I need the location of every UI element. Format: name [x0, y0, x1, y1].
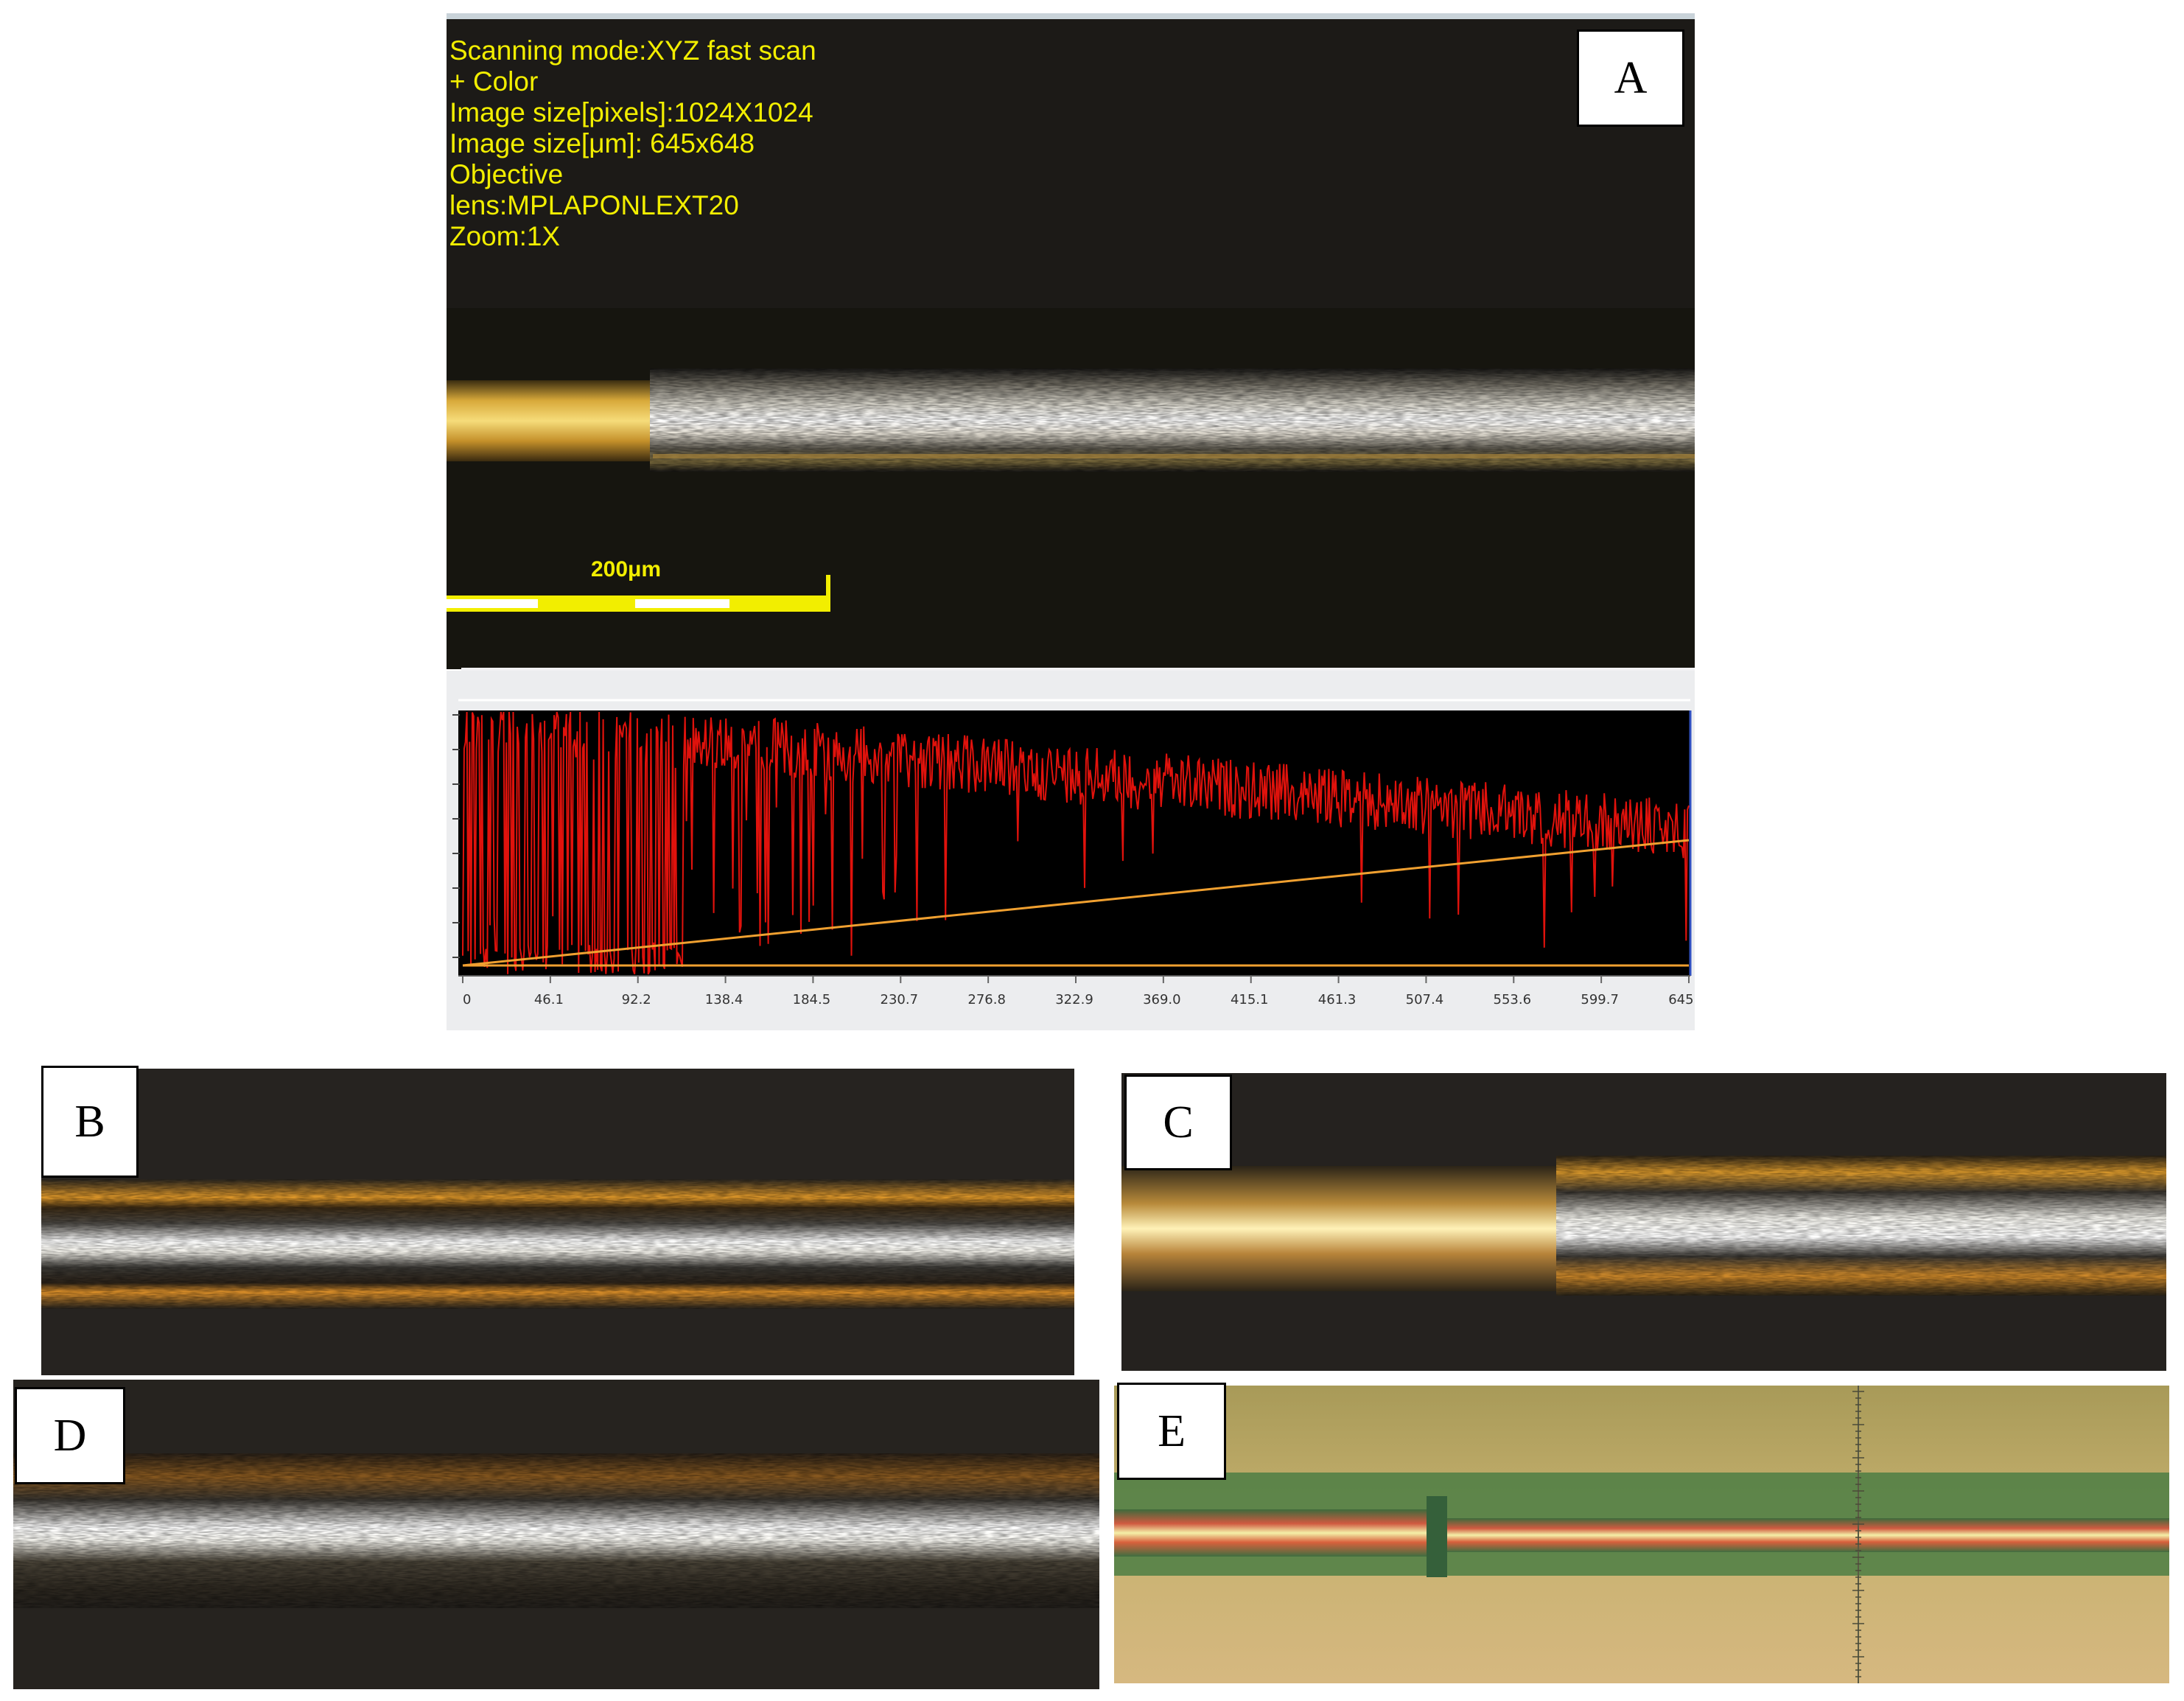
panel-a-image: Scanning mode:XYZ fast scan + Color Imag… — [447, 13, 1695, 669]
panel-b-image — [41, 1069, 1074, 1375]
x-tick-label: 507.4 — [1406, 992, 1444, 1007]
panel-c-label: C — [1124, 1075, 1232, 1170]
panel-d-label: D — [15, 1387, 125, 1484]
meta-line: Image size[μm]: 645x648 — [449, 128, 755, 158]
profile-plot-svg: 0 46.1 92.2 138.4 184.5 230.7 276.8 322.9 369.0 4… — [452, 699, 1695, 1007]
x-tick-label: 322.9 — [1055, 992, 1093, 1007]
panel-c-image — [1121, 1073, 2166, 1371]
meta-line: + Color — [449, 66, 539, 97]
y-ticks — [452, 714, 460, 958]
panel-e-label: E — [1117, 1383, 1226, 1480]
panel-e-image — [1114, 1386, 2169, 1683]
x-tick-label: 46.1 — [534, 992, 564, 1007]
panel-a-label: A — [1577, 29, 1684, 127]
meta-line: Scanning mode:XYZ fast scan — [449, 35, 816, 66]
x-tick-label: 138.4 — [705, 992, 743, 1007]
panel-d-wire-picture — [13, 1380, 1099, 1689]
panel-d-image — [13, 1380, 1099, 1689]
x-tick-label: 0 — [463, 992, 471, 1007]
profile-line — [462, 711, 1690, 975]
panel-c-wire-picture — [1121, 1073, 2166, 1371]
scale-bar-label: 200μm — [591, 557, 662, 581]
height-profile-plot: 0 46.1 92.2 138.4 184.5 230.7 276.8 322.9 369.0 4… — [447, 671, 1695, 1030]
window-top-strip — [447, 13, 1695, 19]
x-tick-label: 461.3 — [1318, 992, 1357, 1007]
x-tick-label: 553.6 — [1494, 992, 1532, 1007]
panel-b-wire-picture — [41, 1069, 1074, 1375]
panel-e-wire-picture — [1114, 1386, 2169, 1683]
x-tick-label: 276.8 — [967, 992, 1006, 1007]
x-ticks: 0 46.1 92.2 138.4 184.5 230.7 276.8 322.9 369.0 4… — [462, 976, 1695, 1007]
x-tick-label: 92.2 — [622, 992, 651, 1007]
reference-diagonal — [462, 839, 1690, 967]
meta-line: Image size[pixels]:1024X1024 — [449, 97, 813, 128]
x-tick-label: 184.5 — [793, 992, 831, 1007]
x-tick-label: 230.7 — [881, 992, 919, 1007]
x-tick-label: 645.8 — [1668, 992, 1695, 1007]
x-tick-label: 415.1 — [1231, 992, 1269, 1007]
meta-line: Zoom:1X — [449, 221, 561, 251]
meta-line: Objective — [449, 159, 564, 189]
x-tick-label: 599.7 — [1581, 992, 1619, 1007]
panel-b-label: B — [41, 1066, 139, 1178]
x-tick-label: 369.0 — [1143, 992, 1181, 1007]
panel-a-wire-picture — [447, 19, 1695, 669]
scan-metadata: Scanning mode:XYZ fast scan + Color Imag… — [449, 35, 816, 252]
meta-line: lens:MPLAPONLEXT20 — [449, 190, 739, 220]
